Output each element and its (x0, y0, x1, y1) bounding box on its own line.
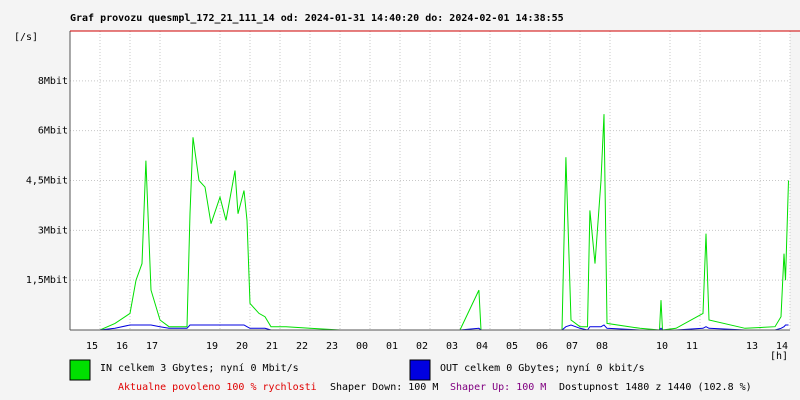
x-tick-label: 07 (566, 341, 578, 352)
x-tick-label: 21 (266, 341, 278, 352)
note: Aktualne povoleno 100 % rychlosti (118, 382, 317, 393)
x-tick-label: 10 (656, 341, 668, 352)
x-tick-label: 15 (86, 341, 98, 352)
x-tick-label: 14 (776, 341, 788, 352)
x-axis-label: [h] (770, 351, 788, 362)
series-line (70, 114, 789, 331)
y-tick-label: 3Mbit (38, 225, 68, 236)
y-tick-label: 8Mbit (38, 76, 68, 87)
note: Shaper Up: 100 M (450, 382, 546, 393)
note: Dostupnost 1480 z 1440 (102.8 %) (559, 382, 752, 393)
y-tick-label: 4,5Mbit (26, 176, 68, 187)
x-tick-label: 02 (416, 341, 428, 352)
legend-label: IN celkem 3 Gbytes; nyní 0 Mbit/s (100, 362, 299, 374)
x-tick-label: 22 (296, 341, 308, 352)
x-tick-label: 11 (686, 341, 698, 352)
x-tick-label: 23 (326, 341, 338, 352)
legend-swatch (69, 359, 91, 381)
x-tick-label: 06 (536, 341, 548, 352)
x-tick-label: 00 (356, 341, 368, 352)
x-tick-label: 01 (386, 341, 398, 352)
x-tick-label: 13 (746, 341, 758, 352)
x-tick-label: 08 (596, 341, 608, 352)
x-tick-label: 19 (206, 341, 218, 352)
chart-title: Graf provozu quesmpl_172_21_111_14 od: 2… (70, 13, 564, 24)
y-axis-label: [/s] (14, 32, 38, 43)
legend-swatch (409, 359, 431, 381)
x-tick-label: 03 (446, 341, 458, 352)
x-tick-label: 20 (236, 341, 248, 352)
x-tick-label: 04 (476, 341, 488, 352)
note: Shaper Down: 100 M (330, 382, 438, 393)
x-tick-label: 05 (506, 341, 518, 352)
legend-label: OUT celkem 0 Gbytes; nyní 0 kbit/s (440, 362, 645, 374)
y-tick-label: 6Mbit (38, 126, 68, 137)
y-tick-label: 1,5Mbit (26, 275, 68, 286)
x-tick-label: 17 (146, 341, 158, 352)
x-tick-label: 16 (116, 341, 128, 352)
